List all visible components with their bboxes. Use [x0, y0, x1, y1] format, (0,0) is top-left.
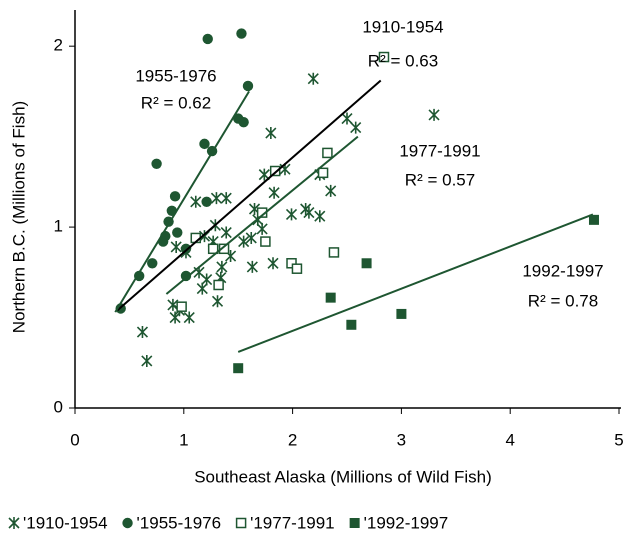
- series-annotation: 1910-1954: [362, 17, 443, 36]
- series-annotation: 1955-1976: [135, 66, 216, 85]
- point: [169, 191, 181, 202]
- point: [211, 295, 224, 308]
- point: [303, 206, 315, 219]
- point: [350, 121, 362, 134]
- point: [199, 138, 210, 150]
- point: [238, 116, 249, 128]
- point: [207, 243, 219, 255]
- point: [396, 308, 407, 319]
- point: [268, 186, 280, 199]
- point: [141, 354, 153, 367]
- point: [220, 192, 232, 205]
- point: [233, 363, 244, 374]
- legend-marker: [122, 517, 133, 529]
- legend-marker: [349, 518, 360, 528]
- trend-line: [116, 79, 382, 312]
- point: [314, 210, 326, 223]
- point: [361, 258, 372, 269]
- trend-line: [165, 135, 359, 295]
- point: [307, 72, 319, 85]
- y-tick-label: 2: [54, 36, 63, 55]
- x-tick-label: 3: [397, 430, 406, 449]
- point: [198, 230, 211, 243]
- r-squared-annotation: R² = 0.62: [141, 93, 211, 112]
- legend-label: '1910-1954: [23, 513, 108, 532]
- x-axis-label: Southeast Alaska (Millions of Wild Fish): [194, 467, 492, 486]
- point: [286, 258, 297, 269]
- point: [180, 270, 192, 282]
- point: [267, 257, 279, 270]
- point: [172, 227, 183, 238]
- point: [256, 222, 268, 235]
- series-annotation: 1977-1991: [399, 141, 480, 160]
- point: [260, 236, 271, 247]
- x-tick-label: 5: [614, 430, 623, 449]
- point: [216, 260, 228, 273]
- point: [317, 167, 329, 179]
- r-squared-annotation: R² = 0.63: [368, 51, 438, 70]
- point: [328, 247, 340, 258]
- y-tick-label: 1: [54, 217, 63, 236]
- legend-label: '1992-1997: [364, 513, 449, 532]
- x-tick-label: 0: [70, 430, 79, 449]
- point: [269, 165, 281, 177]
- point: [220, 226, 232, 239]
- point: [210, 192, 223, 205]
- point: [428, 108, 440, 121]
- point: [322, 147, 333, 159]
- legend-marker: [8, 517, 20, 529]
- trend-line: [237, 213, 594, 353]
- point: [238, 235, 250, 248]
- point: [201, 196, 212, 207]
- point: [190, 195, 202, 208]
- point: [176, 301, 187, 312]
- point: [588, 214, 599, 225]
- legend: '1910-1954 '1955-1976 '1977-1991 '1992-1997: [8, 513, 449, 532]
- x-tick-label: 1: [179, 430, 188, 449]
- x-tick-label: 4: [505, 430, 514, 449]
- point: [180, 243, 192, 254]
- point: [169, 311, 181, 324]
- legend-label: '1977-1991: [250, 513, 335, 532]
- point: [325, 184, 337, 197]
- point: [202, 33, 213, 45]
- trend-line: [114, 90, 250, 313]
- point: [346, 319, 357, 330]
- legend-label: '1955-1976: [137, 513, 222, 532]
- point: [236, 28, 247, 39]
- x-tick-label: 2: [288, 430, 297, 449]
- point: [242, 80, 254, 92]
- point: [325, 292, 336, 303]
- point: [378, 51, 390, 63]
- y-tick-label: 0: [54, 397, 63, 416]
- point: [213, 279, 224, 291]
- point: [245, 231, 257, 244]
- point: [285, 208, 298, 221]
- point: [246, 260, 258, 273]
- point: [218, 243, 230, 255]
- r-squared-annotation: R² = 0.78: [528, 291, 598, 310]
- point: [265, 127, 277, 140]
- point: [170, 240, 182, 253]
- point: [341, 112, 353, 125]
- r-squared-annotation: R² = 0.57: [405, 170, 475, 189]
- point: [151, 158, 162, 169]
- point: [136, 326, 149, 339]
- series-annotation: 1992-1997: [522, 261, 603, 280]
- y-axis-label: Northern B.C. (Millions of Fish): [9, 101, 28, 333]
- point: [147, 258, 158, 269]
- point: [201, 273, 213, 286]
- point: [183, 311, 195, 324]
- legend-marker: [235, 517, 247, 529]
- point: [291, 263, 303, 274]
